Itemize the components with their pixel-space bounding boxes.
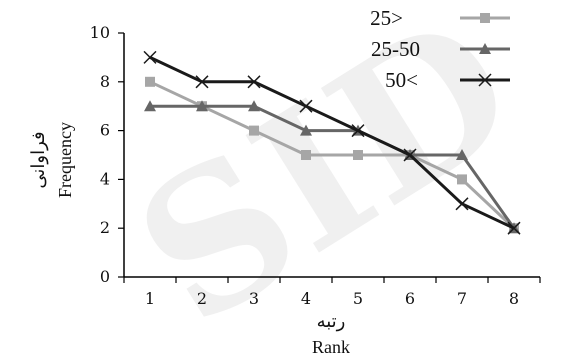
- series-line: [150, 104, 516, 230]
- series-line: [149, 80, 516, 230]
- x-tick-label: 8: [509, 289, 519, 308]
- legend-label: 25>: [370, 6, 403, 30]
- legend-marker: [478, 73, 492, 87]
- data-point: [195, 75, 209, 89]
- x-tick-label: 3: [249, 289, 259, 308]
- y-tick-label: 10: [90, 23, 110, 42]
- data-point: [299, 99, 313, 113]
- y-tick-label: 6: [100, 121, 110, 140]
- y-tick-label: 0: [100, 267, 110, 286]
- data-point: [301, 150, 311, 160]
- legend-marker: [480, 13, 490, 23]
- data-point: [456, 149, 468, 160]
- legend-item-2: 25-50: [371, 37, 510, 61]
- legend: 25> 25-50 50<: [370, 6, 510, 92]
- x-axis-label-fa: رتبه: [317, 311, 346, 332]
- data-point: [248, 100, 260, 112]
- series-3: [143, 50, 521, 235]
- legend-item-3: 50<: [385, 68, 510, 92]
- data-point: [353, 150, 363, 160]
- data-point: [457, 174, 467, 185]
- data-point: [455, 197, 469, 211]
- y-tick-label: 8: [100, 72, 110, 91]
- y-tick-label: 2: [100, 218, 110, 237]
- data-point: [144, 100, 156, 112]
- legend-marker: [479, 43, 491, 54]
- legend-item-1: 25>: [370, 6, 510, 30]
- y-axis-label: Frequency: [55, 122, 75, 198]
- series-layer: [143, 50, 521, 235]
- data-point: [196, 100, 208, 112]
- series-line: [149, 56, 515, 230]
- data-point: [351, 124, 365, 138]
- x-tick-label: 1: [145, 289, 155, 308]
- x-axis-label: Rank: [312, 337, 350, 355]
- data-point: [249, 125, 259, 136]
- x-tick-label: 2: [197, 289, 207, 308]
- legend-label: 50<: [385, 68, 418, 92]
- data-point: [403, 148, 417, 162]
- y-axis-label-fa: فراوانی: [28, 131, 49, 188]
- x-tick-label: 7: [457, 289, 467, 308]
- data-point: [507, 221, 521, 235]
- x-tick-label: 5: [353, 289, 363, 308]
- x-tick-label: 6: [405, 289, 415, 308]
- y-tick-label: 4: [100, 169, 110, 188]
- data-point: [300, 124, 312, 136]
- data-point: [143, 50, 157, 64]
- data-point: [145, 76, 155, 87]
- legend-label: 25-50: [371, 37, 420, 61]
- data-point: [247, 75, 261, 89]
- x-tick-label: 4: [301, 289, 311, 308]
